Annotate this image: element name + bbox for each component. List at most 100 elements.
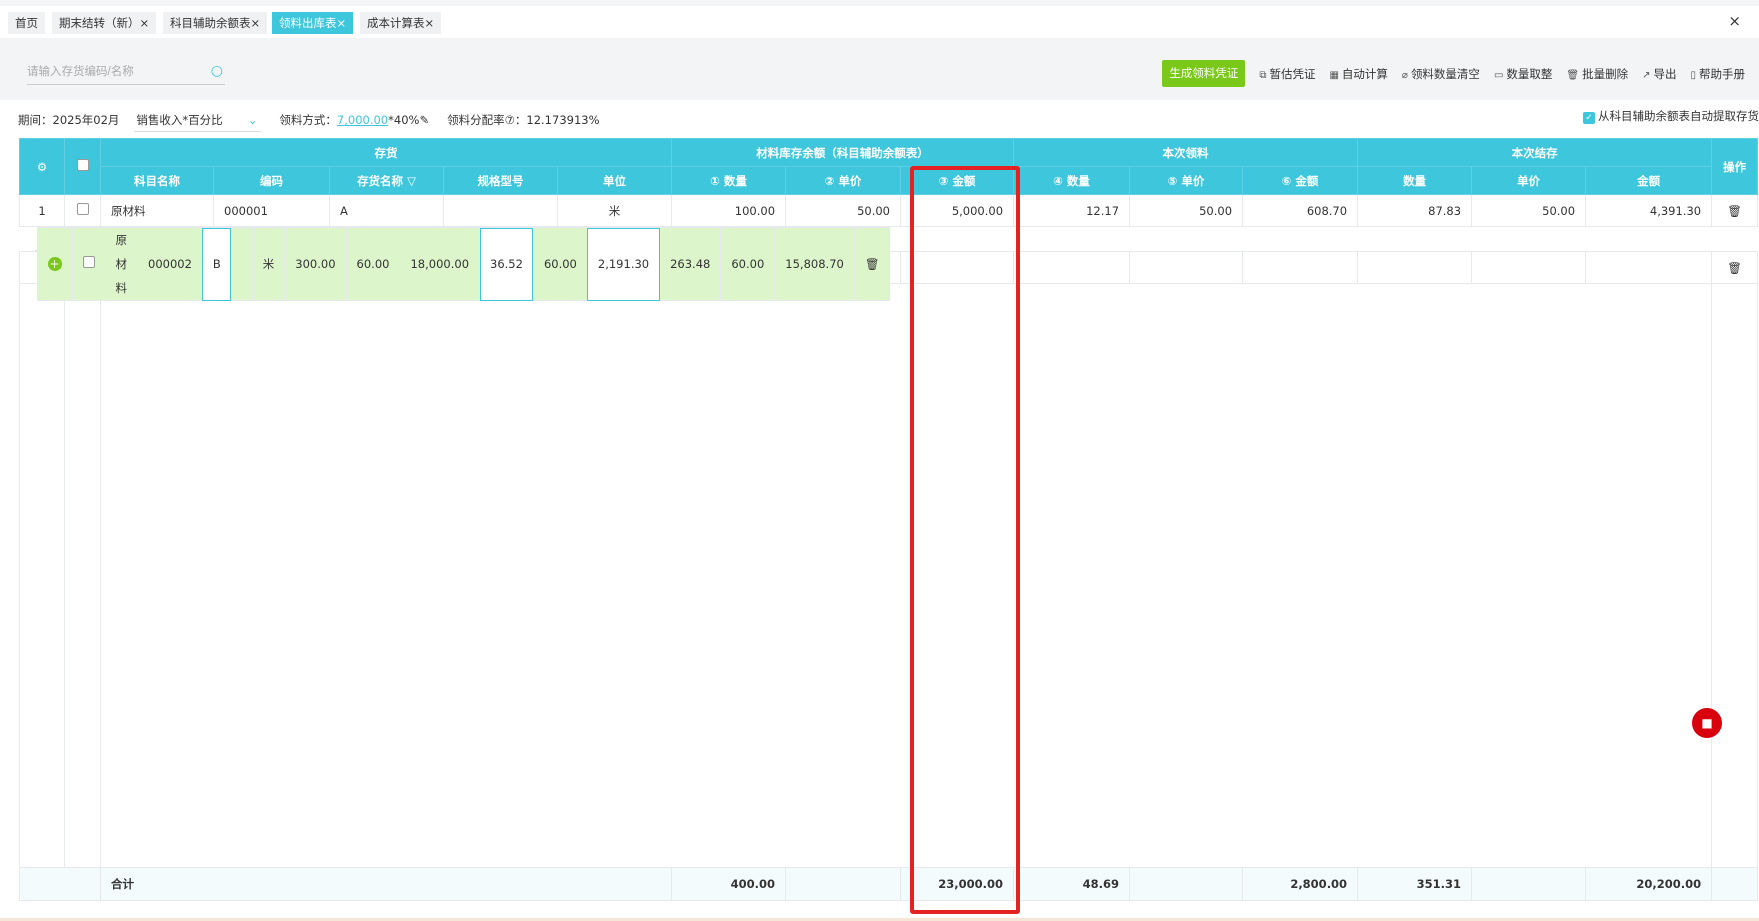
column-header[interactable]: ⑤ 单价 <box>1129 166 1244 195</box>
method-select[interactable]: 销售收入*百分比 ⌄ <box>134 108 262 132</box>
search-icon[interactable]: ○ <box>210 63 223 79</box>
tab-home[interactable]: 首页 <box>8 12 45 34</box>
round-icon: ▭ <box>1493 69 1504 81</box>
group-header: 本次领料 <box>1013 138 1359 167</box>
total-amt-rest: 20,200.00 <box>1585 867 1713 901</box>
tab-aux-balance[interactable]: 科目辅助余额表× <box>163 12 268 34</box>
delete-row-icon[interactable]: 🗑 <box>853 227 891 301</box>
checkbox-checked-icon: ✓ <box>1583 112 1595 124</box>
group-header: 存货 <box>99 138 673 167</box>
table-cell[interactable] <box>1129 251 1244 284</box>
settings-icon[interactable]: ⚙ <box>19 138 65 195</box>
export-doc-icon: ⧉ <box>1259 69 1267 81</box>
table-cell[interactable]: 60.00 <box>345 227 401 301</box>
table-cell[interactable]: 米 <box>556 194 673 227</box>
column-header[interactable]: 存货名称 ▽ <box>329 166 444 195</box>
table-cell[interactable]: 100.00 <box>671 194 787 227</box>
calculator-icon: ▦ <box>1329 69 1339 81</box>
tab-cost-calc[interactable]: 成本计算表× <box>360 12 442 34</box>
help-button[interactable]: ▯ 帮助手册 <box>1690 66 1745 82</box>
column-header[interactable]: ③ 金额 <box>900 166 1015 195</box>
table-cell[interactable]: 18,000.00 <box>399 227 481 301</box>
group-header: 材料库存余额（科目辅助余额表） <box>671 138 1015 167</box>
row-checkbox[interactable] <box>71 227 106 301</box>
table-cell[interactable]: 87.83 <box>1357 194 1473 227</box>
table-cell[interactable]: 米 <box>251 227 286 301</box>
round-qty-label: 数量取整 <box>1506 66 1553 81</box>
table-cell[interactable]: 50.00 <box>1471 194 1587 227</box>
clear-qty-button[interactable]: ⌀ 领料数量清空 <box>1402 66 1480 82</box>
table-cell[interactable]: 2,191.30 <box>586 227 661 301</box>
table-cell[interactable]: 000001 <box>213 194 330 227</box>
table-cell[interactable]: 36.52 <box>479 227 534 301</box>
table-cell[interactable] <box>230 227 253 301</box>
search-input[interactable] <box>27 60 197 84</box>
table-cell[interactable]: 4,391.30 <box>1585 194 1713 227</box>
table-cell[interactable]: 60.00 <box>720 227 776 301</box>
table-row[interactable]: 1 原材料 000001 A 米 100.00 50.00 5,000.00 12.17 50.0… <box>19 194 1759 227</box>
table-cell[interactable]: 12.17 <box>1013 194 1131 227</box>
table-cell[interactable]: 300.00 <box>284 227 347 301</box>
period-label: 期间： <box>18 113 53 127</box>
column-header[interactable]: 单价 <box>1471 166 1587 195</box>
method-select-value: 销售收入*百分比 <box>136 113 223 127</box>
edit-icon[interactable]: ✎ <box>419 113 430 127</box>
column-header[interactable]: ④ 数量 <box>1013 166 1131 195</box>
table-cell[interactable]: B <box>201 227 232 301</box>
column-header[interactable]: 科目名称 <box>100 166 214 195</box>
table-row[interactable]: + 原材料 000002 B 米 300.00 60.00 18,000.00 36.52 60.… <box>34 227 891 301</box>
add-row-icon[interactable]: + <box>36 227 73 301</box>
column-header[interactable]: 金额 <box>1585 166 1713 195</box>
table-cell[interactable] <box>1585 251 1713 284</box>
search-box: ○ <box>27 60 225 85</box>
column-header[interactable]: ① 数量 <box>671 166 787 195</box>
table-cell[interactable]: A <box>329 194 444 227</box>
column-header[interactable]: 数量 <box>1357 166 1473 195</box>
round-qty-button[interactable]: ▭ 数量取整 <box>1494 66 1552 82</box>
delete-row-icon[interactable]: 🗑 <box>1711 251 1759 284</box>
method-amount-link[interactable]: 7,000.00 <box>336 113 389 127</box>
column-header[interactable]: ⑥ 金额 <box>1242 166 1359 195</box>
table-cell[interactable]: 5,000.00 <box>900 194 1015 227</box>
batch-delete-button[interactable]: 🗑 批量删除 <box>1566 66 1628 82</box>
checkbox <box>76 159 89 171</box>
table-cell[interactable]: 60.00 <box>532 227 588 301</box>
table-cell[interactable]: 000002 <box>137 227 203 301</box>
auto-calc-button[interactable]: ▦ 自动计算 <box>1329 66 1387 82</box>
table-cell[interactable] <box>1242 251 1359 284</box>
column-header[interactable]: 规格型号 <box>443 166 558 195</box>
table-cell[interactable] <box>1471 251 1587 284</box>
op-header: 操作 <box>1711 138 1759 195</box>
select-all-checkbox[interactable] <box>64 138 101 195</box>
estimate-voucher-button[interactable]: ⧉ 暂估凭证 <box>1259 66 1315 82</box>
table-cell[interactable]: 15,808.70 <box>774 227 855 301</box>
tab-period-end[interactable]: 期末结转（新）× <box>52 12 157 34</box>
table-cell[interactable]: 608.70 <box>1242 194 1359 227</box>
period-value[interactable]: 2025年02月 <box>52 113 120 127</box>
toolbar: 生成领料凭证 ⧉ 暂估凭证 ▦ 自动计算 ⌀ 领料数量清空 ▭ 数量取整 🗑 批量删除 ↗… <box>1162 60 1745 87</box>
auto-fetch-label: 从科目辅助余额表自动提取存货 <box>1598 109 1759 123</box>
filter-icon[interactable]: ▽ <box>407 173 416 188</box>
generate-voucher-button[interactable]: 生成领料凭证 <box>1162 60 1246 87</box>
delete-row-icon[interactable]: 🗑 <box>1711 194 1759 227</box>
table-cell[interactable]: 263.48 <box>659 227 722 301</box>
table-cell[interactable] <box>1013 251 1131 284</box>
table-cell[interactable] <box>1357 251 1473 284</box>
record-icon[interactable]: ■ <box>1692 708 1722 738</box>
table-cell[interactable]: 原材料 <box>100 194 214 227</box>
table-cell[interactable] <box>900 251 1015 284</box>
column-header[interactable]: ② 单价 <box>785 166 902 195</box>
table-cell[interactable] <box>443 194 558 227</box>
close-icon[interactable]: × <box>1728 12 1741 30</box>
table-cell[interactable]: 50.00 <box>785 194 902 227</box>
column-header[interactable]: 单位 <box>556 166 673 195</box>
column-header[interactable]: 编码 <box>213 166 330 195</box>
tab-material-out[interactable]: 领料出库表× <box>272 12 354 34</box>
method-suffix: *40% <box>388 113 420 127</box>
auto-fetch-checkbox[interactable]: ✓ 从科目辅助余额表自动提取存货 <box>1583 108 1759 124</box>
table-cell[interactable]: 50.00 <box>1129 194 1244 227</box>
table-cell[interactable]: 原材料 <box>104 227 138 301</box>
export-button[interactable]: ↗ 导出 <box>1642 66 1676 82</box>
row-checkbox[interactable] <box>64 194 101 227</box>
total-row: 合计 400.00 23,000.00 48.69 2,800.00 351.31 20,2… <box>19 867 1759 901</box>
